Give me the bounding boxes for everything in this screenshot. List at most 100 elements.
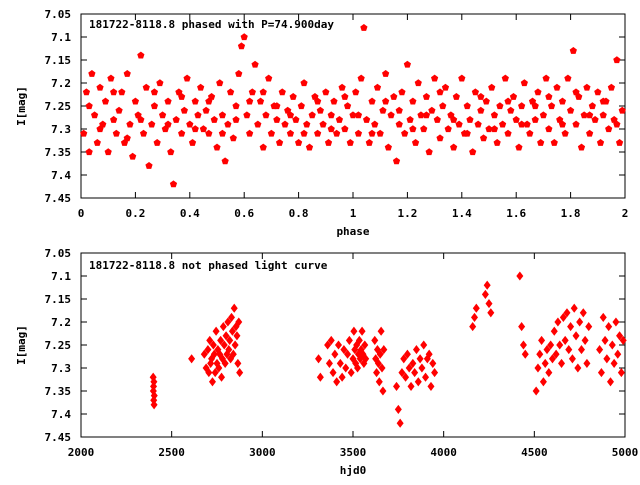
data-point [361, 340, 369, 350]
data-point [209, 340, 217, 350]
data-point [576, 317, 584, 327]
data-point [537, 139, 545, 146]
data-point [509, 93, 518, 100]
data-point [541, 358, 549, 368]
x-tick-label: 1.4 [452, 207, 472, 220]
data-point [378, 363, 386, 373]
data-point [518, 322, 526, 332]
data-point [248, 88, 256, 96]
data-point [422, 93, 431, 100]
data-point [365, 139, 373, 146]
data-point [205, 368, 213, 378]
data-point [558, 120, 567, 128]
data-point [455, 120, 463, 128]
data-point [376, 349, 384, 359]
data-point [221, 157, 229, 165]
data-point [518, 120, 526, 128]
y-tick-label: 7.45 [45, 431, 72, 444]
x-tick-label: 0 [78, 207, 85, 220]
data-point [286, 129, 295, 137]
data-point [407, 381, 415, 391]
data-point [615, 139, 624, 146]
data-point [396, 418, 404, 428]
data-point [532, 386, 540, 396]
data-point [156, 79, 164, 87]
data-point [164, 120, 172, 128]
x-tick-label: 0.6 [234, 207, 254, 220]
data-point [520, 79, 528, 87]
data-point [229, 134, 237, 142]
data-point [330, 97, 338, 105]
data-point [251, 60, 259, 68]
data-point [436, 134, 444, 142]
data-point [246, 97, 254, 105]
data-point [300, 79, 308, 87]
data-point [534, 88, 542, 96]
data-point [169, 180, 178, 188]
data-point [228, 326, 236, 336]
data-point [558, 358, 566, 368]
data-point [194, 111, 202, 119]
data-point [479, 134, 488, 142]
data-point [275, 139, 284, 146]
y-tick-label: 7.15 [45, 293, 72, 306]
data-point [441, 83, 450, 91]
data-point [191, 97, 199, 105]
data-point [481, 289, 489, 299]
data-point [368, 97, 376, 105]
data-point [178, 129, 186, 137]
data-point [545, 368, 553, 378]
data-point [552, 349, 560, 359]
data-point [375, 377, 383, 387]
data-point [360, 24, 368, 31]
data-point [200, 349, 208, 359]
data-point [206, 335, 214, 345]
data-point [387, 111, 395, 119]
chart-title: 181722-8118.8 not phased light curve [89, 259, 328, 272]
data-point [308, 111, 316, 119]
data-point [311, 93, 319, 100]
data-point [342, 363, 350, 373]
data-point [191, 125, 199, 133]
data-point [256, 97, 265, 105]
data-point [534, 363, 542, 373]
data-point [519, 340, 527, 350]
data-point [382, 97, 390, 105]
data-point [581, 335, 589, 345]
data-point [158, 111, 167, 119]
data-point [585, 322, 593, 332]
y-tick-label: 7.2 [51, 316, 71, 329]
data-point [553, 83, 561, 91]
data-point [572, 331, 580, 341]
data-point [599, 111, 607, 119]
data-point [273, 116, 281, 123]
data-point [294, 139, 303, 146]
data-point [556, 340, 564, 350]
data-point [210, 349, 218, 359]
data-point [362, 116, 371, 123]
data-point [218, 129, 227, 137]
data-point [93, 139, 101, 146]
data-point [368, 129, 376, 137]
data-point [463, 102, 471, 110]
data-point [574, 363, 582, 373]
data-point [281, 120, 289, 128]
data-point [444, 125, 452, 133]
x-tick-label: 5000 [612, 446, 639, 459]
data-point [594, 88, 602, 96]
data-point [232, 116, 240, 123]
data-point [338, 372, 346, 382]
data-point [215, 363, 223, 373]
data-point [466, 116, 474, 123]
data-point [205, 97, 213, 105]
data-point [376, 129, 384, 137]
data-point [498, 120, 507, 128]
y-tick-label: 7.05 [45, 247, 72, 260]
data-point [354, 129, 363, 137]
data-point [394, 404, 402, 414]
data-point [516, 271, 524, 281]
x-axis-label: phase [336, 225, 369, 238]
data-point [485, 299, 493, 309]
data-point [199, 125, 208, 133]
